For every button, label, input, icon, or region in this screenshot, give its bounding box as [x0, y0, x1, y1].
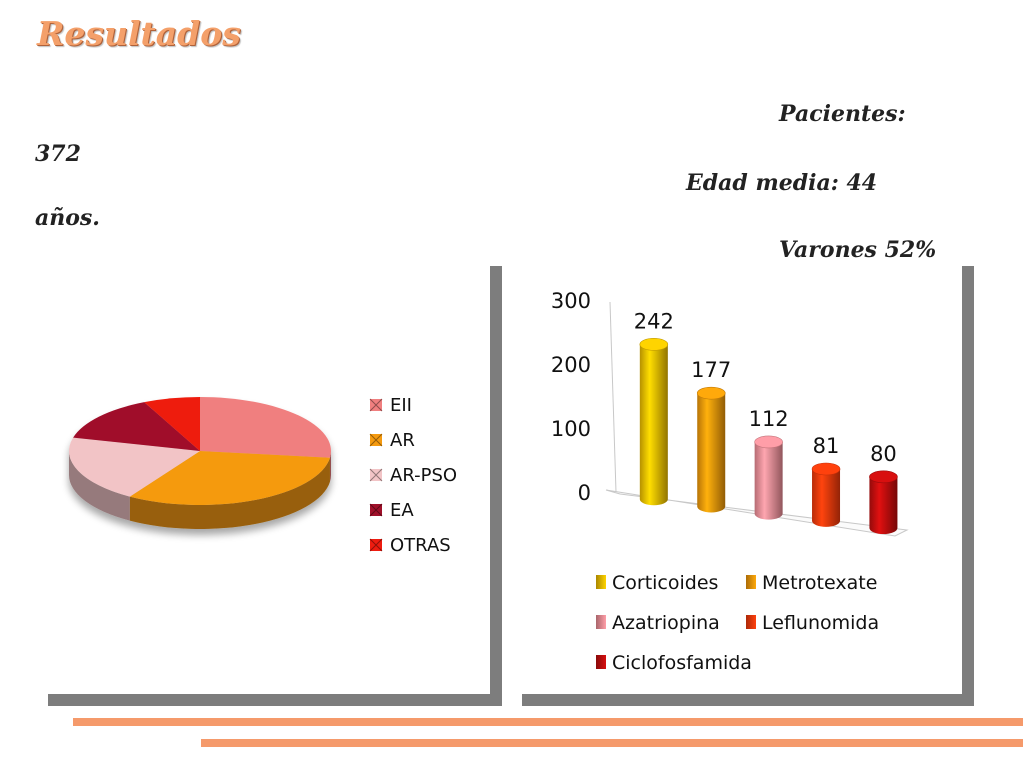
decorative-line-bottom [201, 739, 1023, 747]
bar-metrotexate [696, 386, 726, 513]
slide-title: Resultados [37, 14, 241, 53]
edad-label: Edad media: 44 [686, 170, 878, 196]
pie-slice-ar-pso [69, 437, 200, 497]
pie-slice-otras [144, 397, 200, 451]
legend-label-ar: AR [390, 430, 415, 451]
legend-label-ea: EA [390, 500, 414, 521]
bar-value-label: 80 [870, 442, 897, 466]
legend-label-metrotexate: Metrotexate [762, 572, 877, 594]
edad-unit: años. [35, 205, 100, 231]
legend-label-azatriopina: Azatriopina [612, 612, 720, 634]
bar-panel-shadow [962, 266, 974, 706]
legend-label-ciclofosfamida: Ciclofosfamida [612, 652, 752, 674]
pie-slice-ar [129, 451, 330, 505]
bar-panel-shadow-bottom [522, 694, 974, 706]
legend-swatch-metrotexate [746, 575, 756, 589]
legend-swatch-corticoides [596, 575, 606, 589]
y-tick-label: 200 [551, 353, 591, 377]
pie-panel-shadow-bottom [48, 694, 502, 706]
legend-label-otras: OTRAS [390, 535, 451, 556]
pie-slice-side-eii [329, 451, 331, 482]
bar-value-label: 81 [813, 434, 840, 458]
pie-slice-side-ar [129, 457, 330, 529]
pacientes-value: 372 [35, 141, 81, 167]
legend-swatch-leflunomida [746, 615, 756, 629]
bar-corticoides [639, 338, 669, 506]
pie-chart: EII AR AR-PSO EA OTRAS [69, 395, 457, 556]
legend-label-eii: EII [390, 395, 412, 416]
pie-slice-side-ar-pso [69, 451, 130, 521]
legend-label-ar-pso: AR-PSO [390, 465, 457, 486]
legend-label-corticoides: Corticoides [612, 572, 718, 594]
pacientes-label: Pacientes: [779, 101, 906, 127]
y-tick-label: 0 [578, 481, 591, 505]
legend-swatch-azatriopina [596, 615, 606, 629]
y-tick-label: 100 [551, 417, 591, 441]
bar-value-label: 242 [634, 309, 674, 333]
bar-value-label: 112 [749, 407, 789, 431]
pie-panel-shadow [490, 266, 502, 706]
bar-azatriopina [754, 435, 783, 520]
pie-slice-ea [73, 402, 200, 451]
pie-slice-eii [200, 397, 331, 458]
bar-chart: 0 100 200 300 242 177 112 81 80 Corticoides Metrot… [551, 289, 909, 674]
bar-leflunomida [811, 462, 841, 527]
bar-ciclofosfamida [869, 470, 898, 535]
bar-value-label: 177 [691, 358, 731, 382]
decorative-line-top [73, 718, 1023, 726]
legend-swatch-ciclofosfamida [596, 655, 606, 669]
legend-label-leflunomida: Leflunomida [762, 612, 879, 634]
varones-label: Varones 52% [779, 237, 937, 263]
y-tick-label: 300 [551, 289, 591, 313]
